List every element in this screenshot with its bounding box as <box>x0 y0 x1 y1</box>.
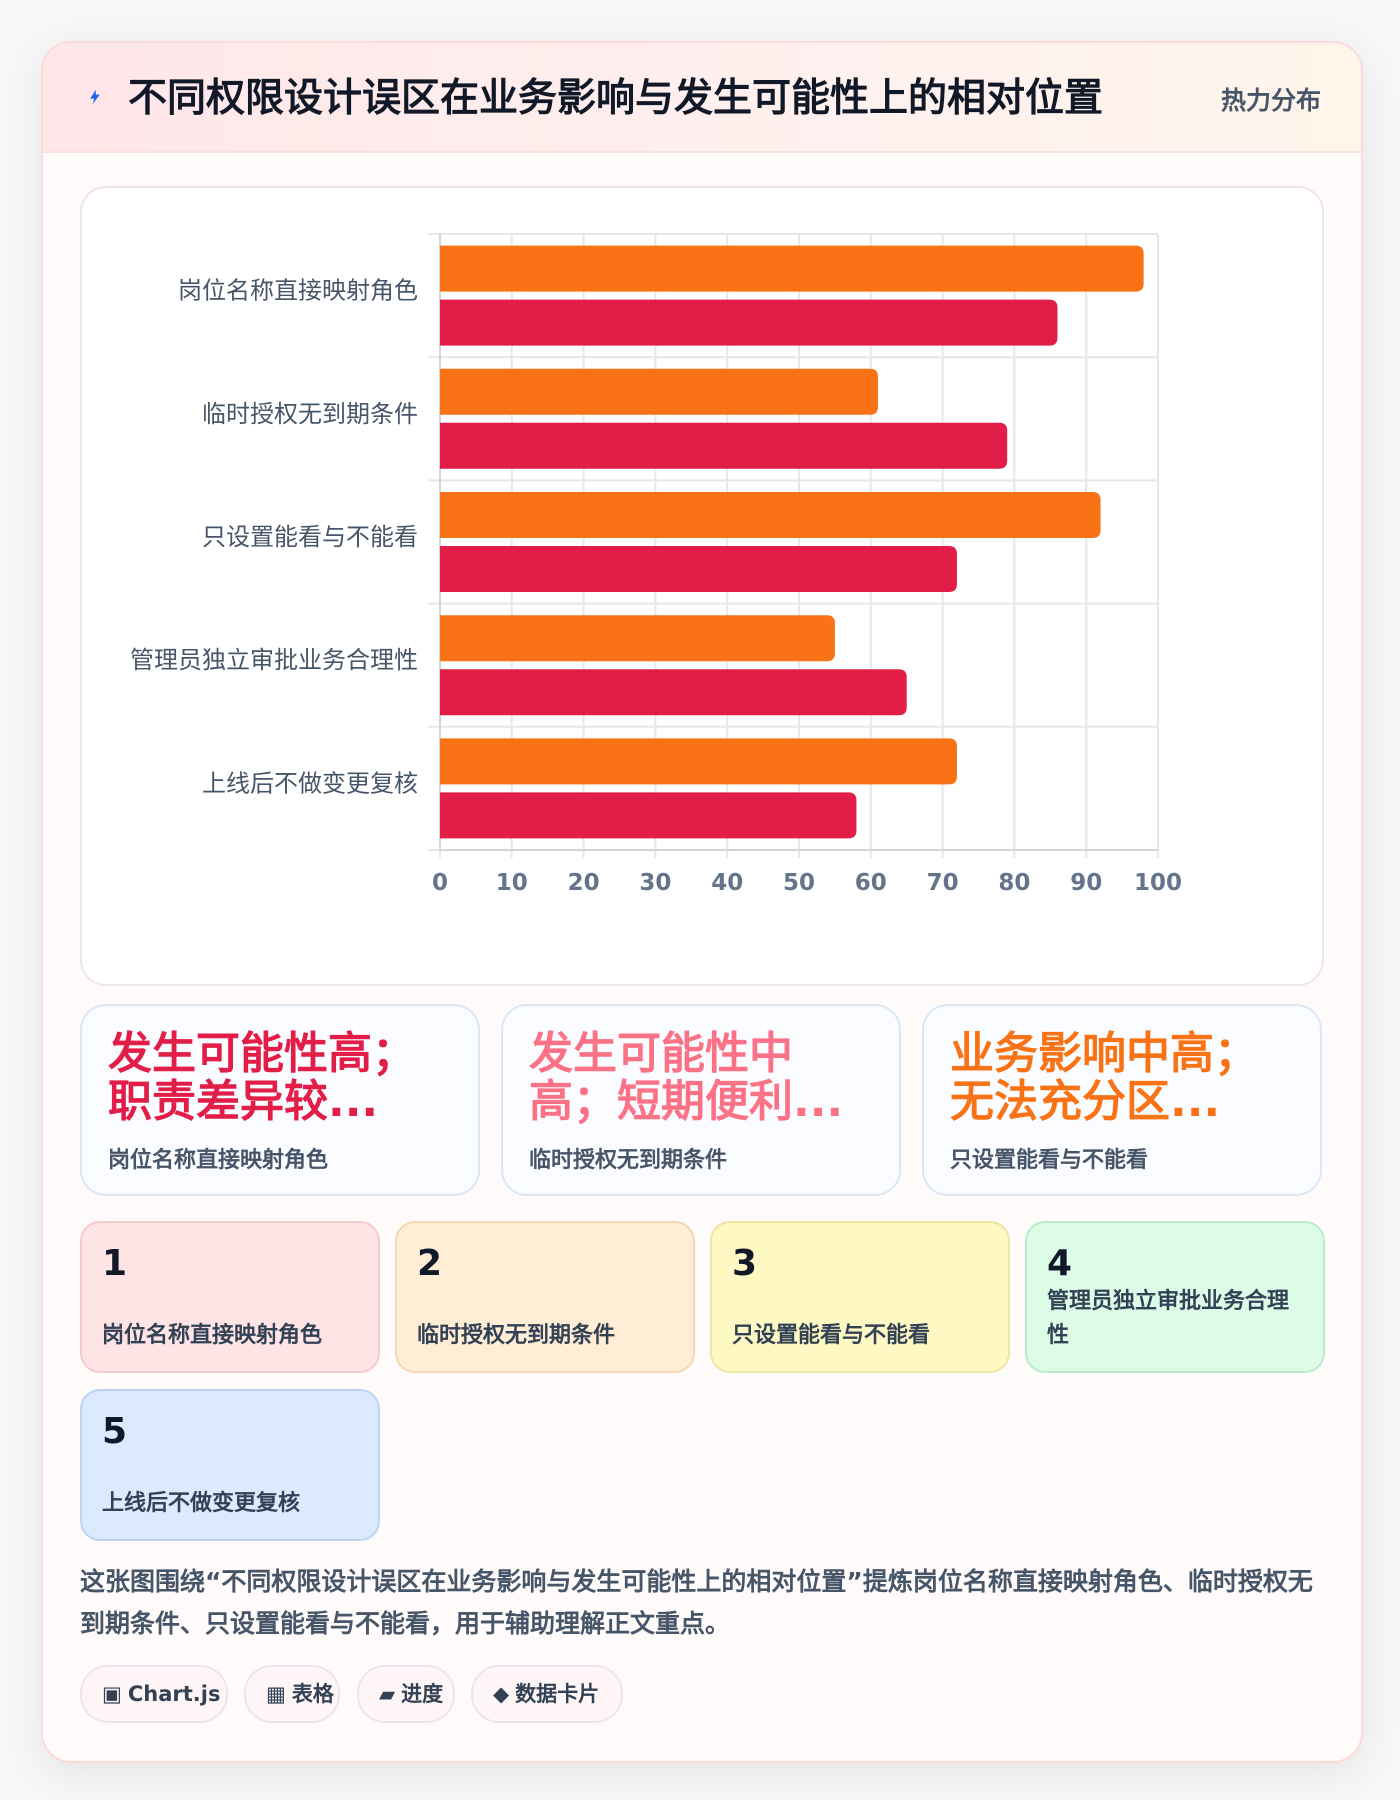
x-tick-label: 60 <box>855 870 887 896</box>
stat-card: 发生可能性中高；短期便利... 临时授权无到期条件 <box>501 1004 901 1196</box>
stat-label: 只设置能看与不能看 <box>950 1148 1149 1173</box>
chart-icon: ▣ <box>102 1682 122 1706</box>
category-label: 管理员独立审批业务合理性 <box>130 646 418 674</box>
progress-icon: ▰ <box>379 1682 396 1706</box>
x-tick-label: 70 <box>927 870 959 896</box>
lightning-icon <box>90 89 100 105</box>
x-tick-label: 90 <box>1070 870 1102 896</box>
rank-number: 1 <box>102 1243 128 1284</box>
stat-card: 发生可能性高；职责差异较... 岗位名称直接映射角色 <box>80 1004 480 1196</box>
ranking-card: 3 只设置能看与不能看 <box>710 1221 1010 1373</box>
x-tick-label: 100 <box>1134 870 1182 896</box>
x-tick-label: 30 <box>639 870 671 896</box>
ranking-card: 5 上线后不做变更复核 <box>80 1389 380 1541</box>
tag-progress[interactable]: ▰ 进度 <box>357 1665 455 1723</box>
bar <box>440 368 878 415</box>
bar <box>440 422 1008 469</box>
bar <box>440 245 1144 292</box>
bar <box>440 738 957 785</box>
stat-label: 岗位名称直接映射角色 <box>108 1148 329 1173</box>
page-title: 不同权限设计误区在业务影响与发生可能性上的相对位置 <box>128 76 1104 121</box>
diamond-icon: ◆ <box>493 1682 510 1706</box>
rank-name: 上线后不做变更复核 <box>102 1491 301 1516</box>
stat-label: 临时授权无到期条件 <box>529 1148 728 1173</box>
rank-name: 只设置能看与不能看 <box>732 1323 931 1348</box>
rank-number: 2 <box>417 1243 443 1284</box>
rank-number: 3 <box>732 1243 758 1284</box>
card-header: 不同权限设计误区在业务影响与发生可能性上的相对位置 热力分布 <box>43 43 1361 153</box>
bar <box>440 299 1058 346</box>
category-label: 只设置能看与不能看 <box>202 523 418 551</box>
x-tick-label: 50 <box>783 870 815 896</box>
stat-value: 业务影响中高；无法充分区... <box>950 1030 1258 1126</box>
bar <box>440 669 907 716</box>
tag-label: 表格 <box>291 1682 334 1706</box>
stat-card: 业务影响中高；无法充分区... 只设置能看与不能看 <box>922 1004 1322 1196</box>
x-tick-label: 80 <box>998 870 1030 896</box>
tag-label: 数据卡片 <box>515 1682 600 1706</box>
main-card: 不同权限设计误区在业务影响与发生可能性上的相对位置 热力分布 0 10 20 30 40… <box>41 41 1363 1763</box>
tag-label: Chart.js <box>127 1682 221 1706</box>
rank-name: 临时授权无到期条件 <box>417 1323 616 1348</box>
rank-number: 4 <box>1047 1243 1073 1284</box>
bar-chart-svg: 0 10 20 30 40 50 60 70 80 90 100 岗位名称直接映射角色临时授权无到期条… <box>130 233 1182 896</box>
x-tick-label: 10 <box>496 870 528 896</box>
bar-chart: 0 10 20 30 40 50 60 70 80 90 100 岗位名称直接映射角色临时授权无到期条… <box>80 186 1324 986</box>
stat-cards: 发生可能性高；职责差异较... 岗位名称直接映射角色 发生可能性中高；短期便利.… <box>80 1004 1324 1196</box>
tag-label: 进度 <box>401 1682 444 1706</box>
tag-data-card[interactable]: ◆ 数据卡片 <box>471 1665 623 1723</box>
x-tick-label: 20 <box>568 870 600 896</box>
category-label: 临时授权无到期条件 <box>202 400 418 428</box>
rank-name: 岗位名称直接映射角色 <box>102 1323 323 1348</box>
table-icon: ▦ <box>266 1682 286 1706</box>
x-tick-label: 40 <box>711 870 743 896</box>
ranking-card: 2 临时授权无到期条件 <box>395 1221 695 1373</box>
rank-number: 5 <box>102 1411 128 1452</box>
x-tick-label: 0 <box>432 870 448 896</box>
tag-chartjs[interactable]: ▣ Chart.js <box>80 1665 228 1723</box>
rank-name: 管理员独立审批业务合理性 <box>1047 1289 1290 1348</box>
bar <box>440 546 957 592</box>
ranking-card: 4 管理员独立审批业务合理性 <box>1025 1221 1325 1373</box>
bar <box>440 492 1101 538</box>
tag-table[interactable]: ▦ 表格 <box>244 1665 340 1723</box>
category-label: 上线后不做变更复核 <box>202 769 418 797</box>
bar <box>440 615 835 662</box>
stat-value: 发生可能性中高；短期便利... <box>529 1030 844 1126</box>
stat-value: 发生可能性高；职责差异较... <box>108 1030 416 1126</box>
heatmap-badge: 热力分布 <box>1220 86 1321 115</box>
category-label: 岗位名称直接映射角色 <box>178 277 418 305</box>
bar <box>440 792 857 839</box>
summary-text: 这张图围绕“不同权限设计误区在业务影响与发生可能性上的相对位置”提炼岗位名称直接… <box>80 1567 1313 1638</box>
ranking-card: 1 岗位名称直接映射角色 <box>80 1221 380 1373</box>
